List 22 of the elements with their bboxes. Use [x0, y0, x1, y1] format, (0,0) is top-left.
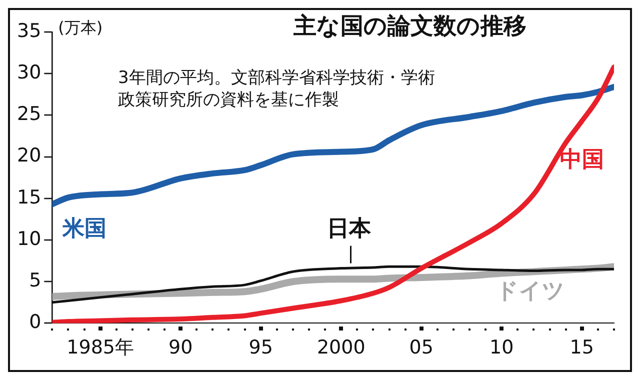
y-tick-label: 15	[16, 186, 42, 208]
y-tick-label: 0	[29, 311, 42, 334]
y-tick-label: 30	[16, 62, 42, 84]
y-tick-label: 10	[16, 228, 42, 250]
x-tick-label: 90	[168, 336, 193, 359]
x-tick-label: 10	[490, 336, 514, 359]
x-tick-label: 95	[248, 336, 273, 359]
y-axis-title: (万本)	[58, 18, 103, 38]
series-label: ドイツ	[496, 279, 566, 304]
x-tick-label: 15	[570, 336, 594, 359]
x-tick-label: 1985年	[66, 336, 134, 359]
series-label: 米国	[61, 216, 106, 242]
y-tick-label: 35	[16, 20, 42, 42]
y-tick-label: 25	[16, 103, 42, 126]
series-label: 中国	[560, 148, 604, 173]
y-tick-label: 20	[16, 144, 42, 167]
x-tick-label: 05	[409, 336, 434, 359]
chart-title: 主な国の論文数の推移	[292, 12, 526, 40]
y-tick-label: 5	[29, 270, 42, 292]
annotation: 3年間の平均。文部科学省科学技術・学術政策研究所の資料を基に作製	[118, 68, 435, 110]
x-tick-label: 2000	[316, 336, 366, 359]
series-label: 日本	[327, 216, 372, 242]
